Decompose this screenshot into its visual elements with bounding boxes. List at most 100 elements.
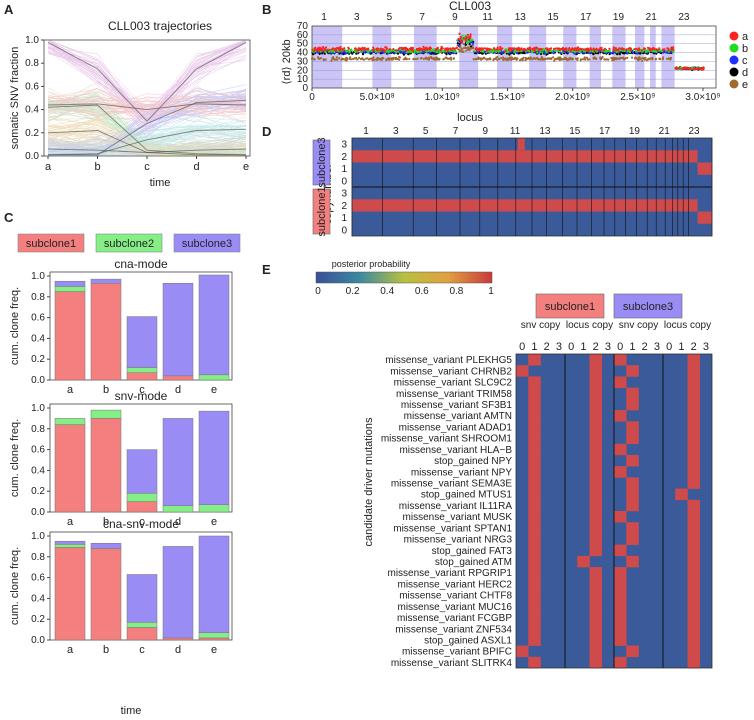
row-label: missense_variant HLA−B bbox=[399, 445, 512, 456]
bar-subclone2 bbox=[90, 409, 122, 419]
point-e bbox=[496, 58, 499, 62]
row-label: missense_variant HERC2 bbox=[398, 579, 513, 590]
x-tick-label: b bbox=[103, 384, 109, 396]
trajectory bbox=[47, 39, 247, 116]
point-a bbox=[379, 48, 382, 52]
row-label: missense_variant ADAD1 bbox=[399, 422, 513, 433]
point-a bbox=[629, 49, 633, 52]
point-a bbox=[372, 49, 375, 52]
x-tick-label: d bbox=[193, 161, 199, 173]
heatmap-cell bbox=[589, 544, 603, 557]
point-a bbox=[687, 67, 690, 70]
point-e bbox=[586, 56, 589, 60]
point-a bbox=[453, 47, 456, 50]
column-label: 3 bbox=[654, 341, 660, 353]
chromosome-label: 19 bbox=[613, 12, 625, 23]
point-a bbox=[426, 48, 429, 51]
row-label: missense_variant FCGBP bbox=[397, 613, 512, 624]
x-tick-label: b bbox=[94, 161, 100, 173]
point-a bbox=[441, 47, 444, 50]
point-a bbox=[421, 48, 424, 51]
point-e bbox=[568, 58, 571, 61]
trajectory bbox=[47, 125, 247, 154]
point-a bbox=[422, 45, 425, 49]
x-tick-label: e bbox=[211, 516, 217, 528]
trajectory bbox=[47, 40, 247, 126]
point-e bbox=[373, 58, 376, 62]
heatmap-cell bbox=[614, 578, 627, 590]
trajectory bbox=[47, 130, 247, 151]
point-e bbox=[516, 57, 519, 60]
point-b bbox=[551, 50, 554, 53]
heatmap-cell bbox=[589, 645, 603, 658]
point-b bbox=[453, 51, 456, 54]
point-a bbox=[341, 48, 344, 51]
point-e bbox=[449, 58, 453, 61]
trajectory bbox=[47, 124, 247, 157]
heatmap-cell bbox=[626, 645, 639, 658]
point-a bbox=[681, 67, 684, 70]
heatmap-cell bbox=[589, 600, 603, 613]
trajectory bbox=[47, 95, 247, 157]
heatmap-cell bbox=[614, 376, 627, 388]
heatmap-cell bbox=[589, 656, 603, 669]
point-b bbox=[435, 51, 438, 54]
heatmap-cell bbox=[589, 477, 603, 489]
heatmap-cell bbox=[589, 623, 603, 635]
legend-dot-a bbox=[729, 31, 739, 41]
point-a bbox=[548, 48, 551, 51]
trajectory bbox=[47, 133, 247, 154]
point-a bbox=[411, 46, 414, 49]
heatmap-cell bbox=[614, 634, 627, 646]
trajectory bbox=[47, 91, 247, 115]
trajectory bbox=[47, 128, 247, 157]
point-a bbox=[586, 49, 590, 53]
point-d bbox=[318, 52, 321, 56]
point-e bbox=[471, 44, 474, 47]
point-a bbox=[627, 47, 630, 50]
point-a bbox=[640, 49, 643, 52]
trajectory bbox=[47, 138, 247, 155]
point-a bbox=[661, 48, 665, 51]
point-b bbox=[582, 50, 586, 53]
point-d bbox=[608, 53, 611, 56]
heatmap-cell bbox=[687, 600, 701, 613]
chromosome-bands bbox=[312, 26, 675, 88]
row-label: 1 bbox=[341, 213, 347, 224]
column-label: 1 bbox=[580, 341, 586, 353]
point-e bbox=[540, 56, 543, 59]
point-a bbox=[612, 48, 616, 52]
point-a bbox=[357, 47, 360, 50]
point-a bbox=[392, 48, 395, 51]
point-e bbox=[323, 58, 326, 62]
series-line-subclone1-high bbox=[47, 104, 247, 156]
x-tick-label: a bbox=[67, 384, 74, 396]
trajectory bbox=[47, 101, 247, 157]
heatmap-cell bbox=[528, 567, 541, 579]
point-a bbox=[585, 47, 588, 51]
y-tick-label: 60 bbox=[297, 30, 309, 41]
subgroup-label: locus copy bbox=[664, 320, 711, 331]
x-tick-label: e bbox=[243, 161, 249, 173]
trajectory bbox=[47, 39, 247, 131]
trajectory bbox=[47, 139, 247, 157]
legend-dot-e bbox=[729, 79, 739, 89]
row-label: missense_variant SF3B1 bbox=[401, 400, 513, 411]
row-label: missense_variant RPGRIP1 bbox=[388, 568, 513, 579]
x-tick-label: 2.5×10⁹ bbox=[620, 92, 655, 103]
heatmap-cell bbox=[528, 488, 541, 501]
point-e bbox=[318, 57, 321, 60]
point-e bbox=[610, 56, 613, 60]
heatmap-cell bbox=[687, 466, 701, 478]
heatmap-cell bbox=[687, 578, 701, 590]
trajectory bbox=[47, 122, 247, 157]
point-b bbox=[438, 51, 441, 54]
point-a bbox=[397, 47, 400, 51]
trajectory bbox=[47, 39, 247, 126]
chromosome-label: 3 bbox=[354, 12, 360, 23]
point-b bbox=[491, 50, 494, 54]
trajectory bbox=[47, 39, 247, 129]
heatmap-cell bbox=[614, 600, 627, 613]
point-e bbox=[335, 56, 338, 59]
